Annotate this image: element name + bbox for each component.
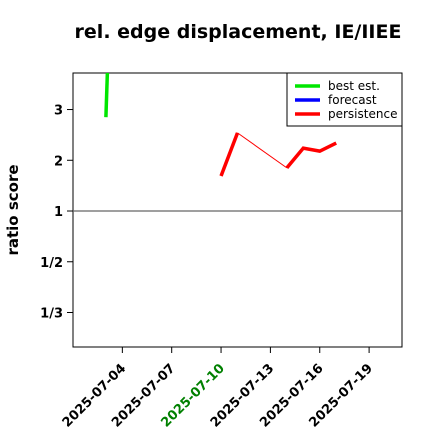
y-tick-label: 1/3 (40, 306, 63, 321)
y-tick-label: 2 (54, 154, 63, 169)
y-tick-label: 3 (54, 104, 63, 119)
series-line (104, 73, 110, 118)
gap-connector (237, 132, 288, 169)
y-tick-label: 1/2 (40, 256, 63, 271)
y-tick-label: 1 (54, 205, 63, 220)
legend-label: best est. (328, 79, 380, 93)
y-axis-label: ratio score (4, 164, 22, 255)
legend-label: forecast (328, 93, 377, 107)
plot-frame (72, 72, 403, 348)
series-line (219, 132, 240, 177)
legend-label: persistence (328, 107, 397, 121)
chart-title: rel. edge displacement, IE/IIEE (75, 21, 402, 43)
plot-area (104, 73, 337, 177)
series-line (285, 141, 337, 170)
